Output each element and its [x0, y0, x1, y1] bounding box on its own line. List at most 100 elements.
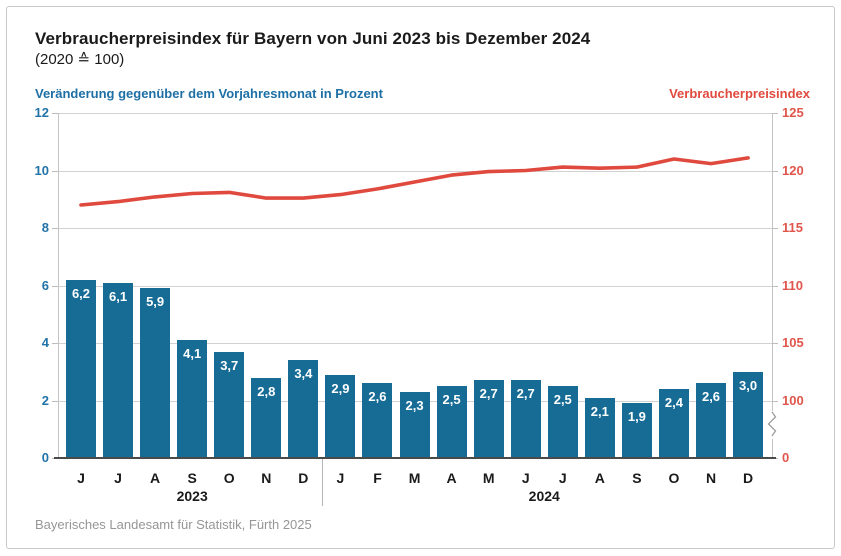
bar: 2,5 [436, 386, 467, 458]
bar-value-label: 6,1 [109, 288, 128, 304]
bar-value-label: 2,4 [664, 395, 683, 410]
month-label: J [114, 470, 122, 486]
right-axis-tick [772, 285, 778, 287]
plot-area: 0 2 4 6 8 10 12 0 100 105 110 115 120 125 6,2 6,1 5,9 4,1… [35, 105, 804, 506]
bar: 3,0 [733, 371, 764, 458]
left-axis-tick-label: 10 [34, 162, 49, 178]
right-axis-tick-label: 110 [782, 277, 803, 293]
right-axis-tick-label: 100 [782, 392, 804, 408]
left-axis-caption: Veränderung gegenüber dem Vorjahresmonat… [35, 86, 383, 101]
bar-value-label: 2,7 [516, 386, 535, 402]
bar-value-label: 2,5 [442, 392, 461, 408]
month-label: A [150, 470, 161, 486]
left-axis-tick-label: 8 [41, 220, 49, 235]
left-axis-tick [52, 228, 58, 229]
bar: 2,7 [473, 380, 504, 458]
month-label: M [408, 470, 421, 486]
month-label: O [668, 470, 680, 486]
chart-title: Verbraucherpreisindex für Bayern von Jun… [35, 29, 591, 48]
bar-value-label: 6,2 [71, 285, 91, 301]
bar: 6,1 [103, 282, 134, 458]
bar: 2,5 [547, 386, 578, 458]
right-axis-tick-label: 105 [782, 335, 804, 350]
bar-value-label: 2,7 [479, 386, 498, 402]
bar-value-label: 4,1 [183, 346, 202, 362]
bar: 3,4 [288, 360, 319, 458]
month-label: O [223, 470, 235, 486]
right-axis-tick-label: 0 [782, 450, 790, 465]
bar-value-label: 2,6 [701, 389, 721, 405]
gridline [58, 113, 772, 114]
gridline [58, 285, 772, 287]
left-axis-line [58, 113, 59, 458]
gridline [58, 343, 772, 344]
month-label: S [187, 470, 197, 486]
left-axis-tick-label: 2 [41, 392, 49, 408]
axis-break-mask [770, 410, 775, 439]
right-axis-caption: Verbraucherpreisindex [669, 86, 810, 101]
bar: 3,7 [214, 351, 245, 458]
month-label: N [705, 470, 717, 486]
bar-value-label: 3,7 [220, 357, 239, 373]
gridline [58, 228, 772, 229]
month-label: J [77, 470, 85, 486]
month-label: S [632, 470, 642, 486]
left-axis-tick [52, 343, 58, 344]
bar: 4,1 [177, 340, 208, 458]
bar-value-label: 2,6 [368, 389, 387, 405]
source-note: Bayerisches Landesamt für Statistik, Für… [35, 517, 312, 532]
month-label: J [521, 470, 530, 486]
left-axis-tick-label: 0 [41, 450, 49, 465]
bar-value-label: 2,3 [405, 397, 424, 413]
left-axis-tick [52, 400, 58, 402]
left-axis-tick [52, 113, 58, 114]
x-axis-baseline [54, 457, 776, 459]
bar: 2,8 [251, 377, 282, 458]
year-label: 2023 [176, 488, 208, 504]
gridline [58, 170, 772, 172]
left-axis-tick [52, 285, 58, 287]
bar-value-label: 2,8 [257, 383, 276, 399]
month-label: A [446, 470, 457, 486]
right-axis-tick [772, 113, 778, 114]
right-axis-tick [772, 170, 778, 172]
month-label: J [558, 470, 567, 486]
right-axis-tick [772, 343, 778, 344]
right-axis-tick-label: 125 [782, 105, 804, 120]
year-separator [321, 458, 323, 506]
bar: 1,9 [621, 403, 652, 458]
left-axis-tick-label: 12 [34, 105, 49, 120]
bar: 2,7 [510, 380, 541, 458]
bar: 2,3 [399, 391, 430, 458]
bar-value-label: 5,9 [146, 294, 165, 310]
right-axis-tick-label: 115 [782, 220, 803, 235]
right-axis-tick [772, 400, 778, 402]
bar-value-label: 2,5 [553, 392, 572, 408]
month-label: J [336, 470, 345, 486]
chart-subtitle: (2020 ≙ 100) [35, 51, 125, 68]
bar: 2,4 [658, 389, 689, 458]
bar: 6,2 [66, 279, 96, 458]
month-label: D [298, 470, 309, 486]
bar: 2,6 [696, 383, 727, 458]
index-line [79, 156, 750, 207]
bar: 2,1 [584, 397, 615, 458]
chart-card: Verbraucherpreisindex für Bayern von Jun… [6, 6, 835, 549]
month-label: A [594, 470, 605, 486]
bar-value-label: 3,0 [739, 377, 758, 393]
bar-value-label: 3,4 [294, 366, 313, 382]
bar-value-label: 2,9 [331, 380, 350, 396]
month-label: F [373, 470, 382, 486]
bar-value-label: 1,9 [627, 409, 646, 425]
right-axis-tick-label: 120 [782, 162, 804, 178]
right-axis-tick [772, 228, 778, 229]
month-label: N [261, 470, 272, 486]
bar-value-label: 2,1 [590, 403, 609, 419]
bar: 5,9 [140, 288, 171, 458]
left-axis-tick-label: 4 [41, 335, 49, 350]
year-label: 2024 [528, 488, 560, 504]
left-axis-tick-label: 6 [41, 277, 49, 293]
left-axis-tick [52, 170, 58, 172]
month-label: D [743, 470, 754, 486]
bar: 2,9 [325, 374, 356, 458]
